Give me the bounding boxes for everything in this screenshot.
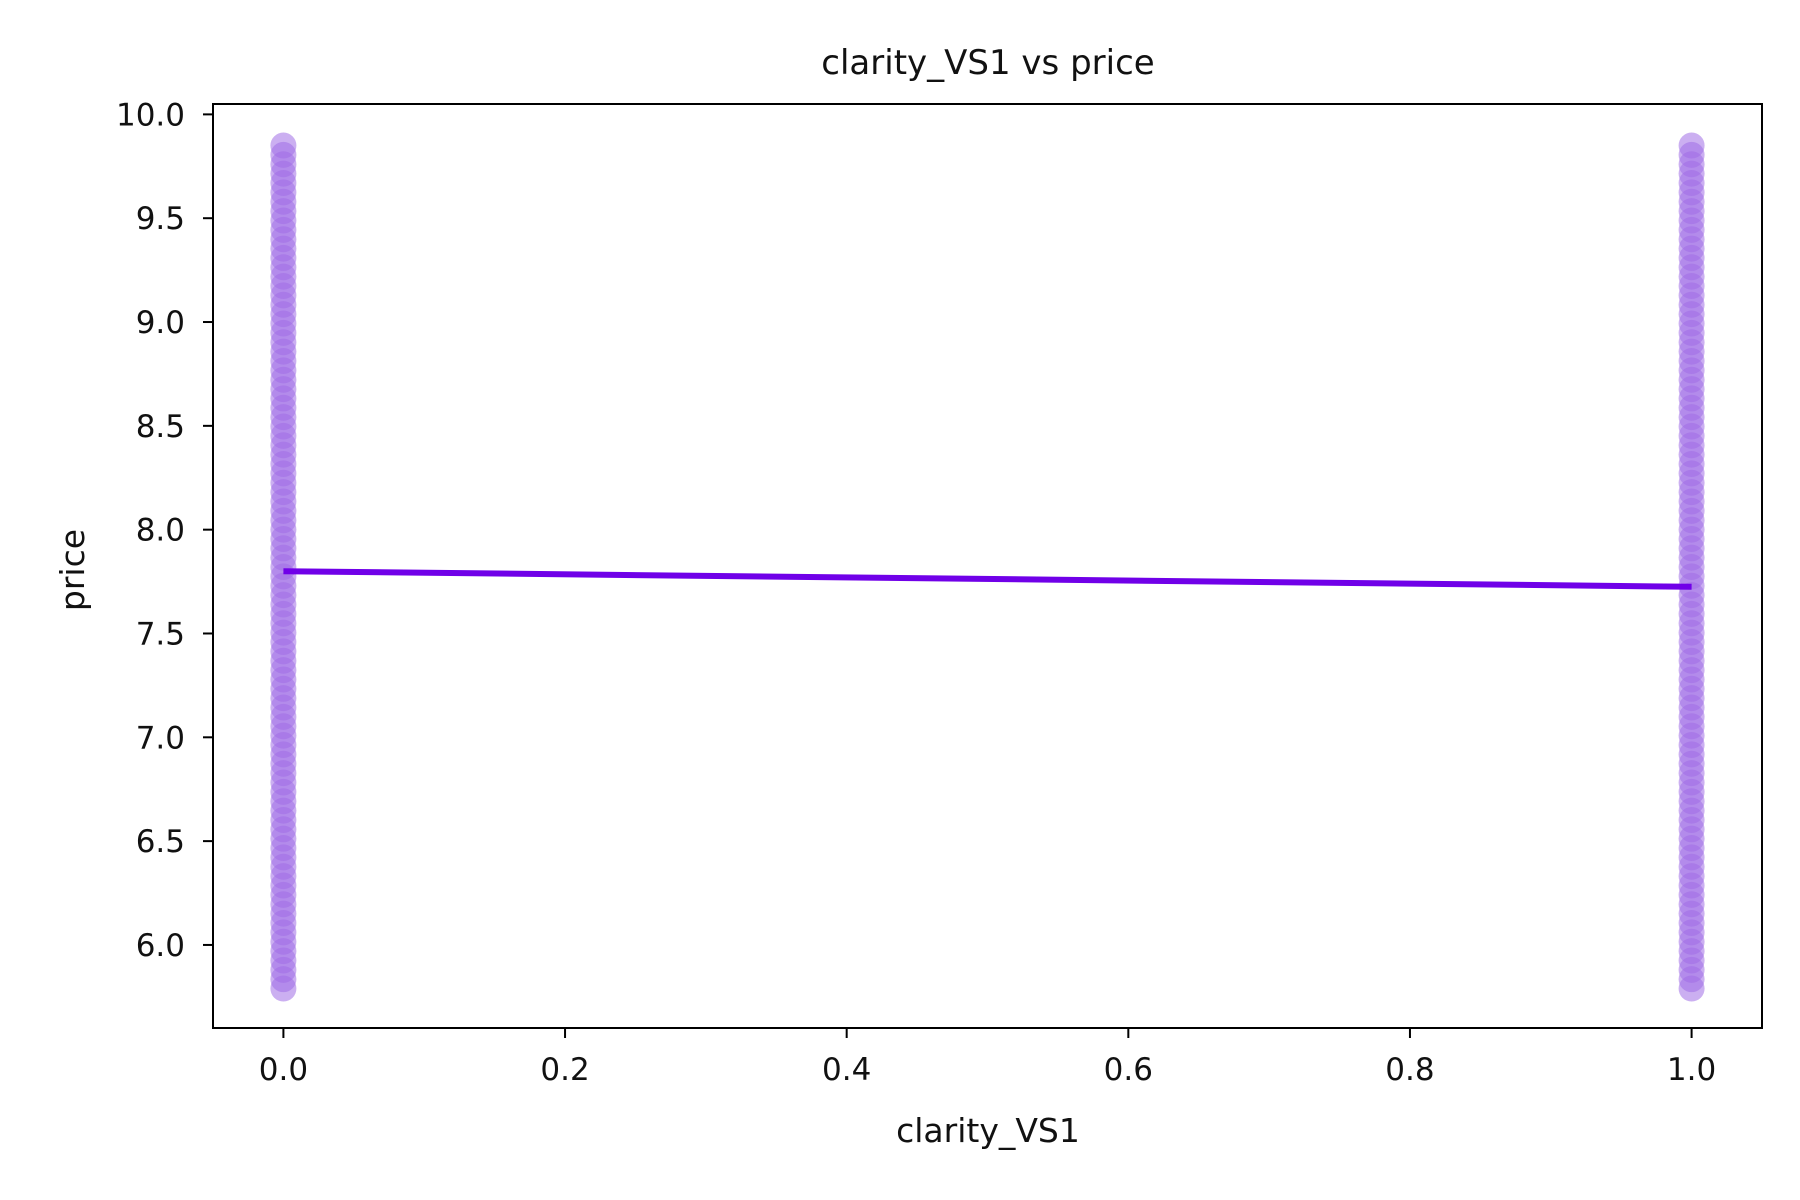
scatter-point [1678, 132, 1705, 159]
x-tick-label: 0.2 [540, 1052, 589, 1088]
y-tick-label: 10.0 [116, 97, 185, 133]
scatter-points [270, 132, 1705, 1002]
plot-frame [212, 103, 1763, 1029]
y-tick-label: 8.0 [136, 513, 185, 549]
x-tick-label: 0.8 [1385, 1052, 1434, 1088]
regression-line [283, 568, 1692, 590]
scatter-point [270, 132, 297, 159]
y-axis-label: price [53, 529, 92, 611]
x-axis: 0.0 0.2 0.4 0.6 0.8 1.0 [259, 1028, 1716, 1088]
x-tick-label: 0.4 [822, 1052, 871, 1088]
y-tick-label: 9.5 [136, 201, 185, 237]
y-axis: 6.0 6.5 7.0 7.5 8.0 8.5 9.0 9.5 10.0 [116, 97, 213, 964]
y-tick-label: 7.0 [136, 720, 185, 756]
y-tick-label: 9.0 [136, 305, 185, 341]
y-tick-label: 7.5 [136, 616, 185, 652]
x-tick-label: 0.6 [1104, 1052, 1153, 1088]
y-tick-label: 6.0 [136, 928, 185, 964]
x-axis-label: clarity_VS1 [896, 1111, 1080, 1150]
regression-line-layer [283, 568, 1692, 590]
y-tick-label: 8.5 [136, 409, 185, 445]
x-tick-label: 0.0 [259, 1052, 308, 1088]
y-tick-label: 6.5 [136, 824, 185, 860]
x-tick-label: 1.0 [1667, 1052, 1716, 1088]
chart-title: clarity_VS1 vs price [821, 43, 1154, 83]
